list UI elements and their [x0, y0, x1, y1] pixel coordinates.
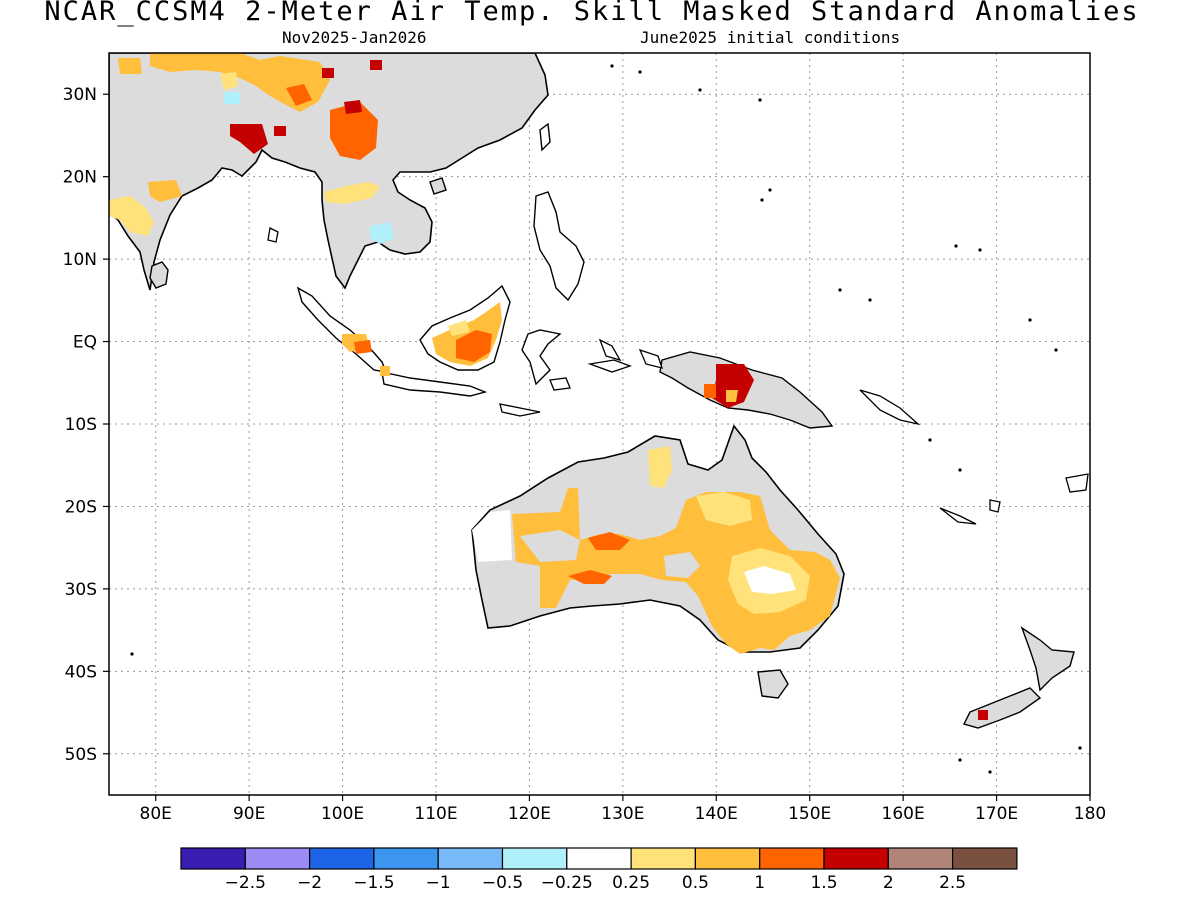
new-zealand-north: [1020, 626, 1075, 692]
lon-tick-label: 90E: [233, 804, 265, 824]
colorbar-bin: [566, 847, 632, 870]
lat-lon-gridlines: [109, 53, 1091, 795]
lon-tick-label: 180: [1074, 804, 1106, 824]
colorbar-label: 2: [883, 873, 894, 893]
colorbar-bin: [244, 847, 311, 870]
lon-tick-label: 120E: [508, 804, 551, 824]
colorbar-bin: [501, 847, 568, 870]
colorbar-label: −1.5: [353, 873, 394, 893]
axis-labels: 30N 20N 10N EQ 10S 20S 30S 40S 50S 80E 90E 100E 110E…: [63, 85, 1107, 824]
map-title: NCAR_CCSM4 2-Meter Air Temp. Skill Maske…: [44, 0, 1140, 27]
new-zealand-south: [962, 687, 1042, 729]
lat-tick-label: 30N: [63, 85, 97, 105]
lon-tick-label: 140E: [695, 804, 738, 824]
lon-tick-label: 100E: [321, 804, 364, 824]
asia-mainland: [109, 53, 549, 291]
lat-tick-label: EQ: [73, 333, 97, 353]
colorbar-label: 0.25: [612, 873, 650, 893]
hainan: [429, 177, 447, 195]
colorbar-bin: [951, 847, 1018, 870]
australia-anomalies: [472, 446, 840, 654]
colorbar-bin: [373, 847, 439, 870]
colorbar-bin: [823, 847, 889, 870]
initial-conditions: June2025 initial conditions: [640, 28, 901, 47]
colorbar-bin: [437, 847, 504, 870]
lon-tick-label: 110E: [414, 804, 457, 824]
colorbar-bin: [887, 847, 954, 870]
colorbar-bin: [180, 847, 246, 870]
lat-tick-label: 30S: [65, 580, 97, 600]
sumatra: [296, 286, 388, 373]
sri-lanka: [149, 261, 169, 289]
png-nz-anomalies: [704, 364, 988, 720]
lat-tick-label: 20S: [65, 497, 97, 517]
lat-tick-label: 20N: [63, 168, 97, 188]
tasmania: [757, 669, 789, 699]
colorbar-bin: [630, 847, 696, 870]
colorbar-label: −1: [426, 873, 451, 893]
colorbar-label: 0.5: [682, 873, 709, 893]
lon-tick-label: 150E: [788, 804, 831, 824]
java: [381, 371, 488, 397]
colorbar-label: −2.5: [225, 873, 266, 893]
lat-tick-label: 10S: [65, 415, 97, 435]
colorbar-bin: [759, 847, 825, 870]
lat-tick-label: 10N: [63, 250, 97, 270]
lat-tick-label: 50S: [65, 745, 97, 765]
colorbar-label: −0.25: [541, 873, 593, 893]
colorbar-bin: [309, 847, 375, 870]
taiwan: [539, 122, 551, 152]
small-islands: [267, 227, 1089, 525]
lon-tick-label: 130E: [601, 804, 644, 824]
sulawesi: [521, 329, 562, 386]
map-plot-area: [109, 53, 1089, 774]
colorbar-label: 2.5: [939, 873, 966, 893]
lon-tick-label: 80E: [140, 804, 172, 824]
colorbar: −2.5 −2 −1.5 −1 −0.5 −0.25 0.25 0.5 1 1.5 2 2.5: [180, 847, 1018, 893]
pacific-atolls: [130, 64, 1082, 774]
lon-tick-label: 160E: [882, 804, 925, 824]
colorbar-label: −2: [297, 873, 322, 893]
colorbar-bin: [694, 847, 761, 870]
philippines: [533, 191, 585, 302]
colorbar-label: 1.5: [810, 873, 837, 893]
lat-tick-label: 40S: [65, 662, 97, 682]
asia-anomalies: [109, 53, 502, 376]
lon-tick-label: 170E: [975, 804, 1018, 824]
colorbar-label: 1: [754, 873, 765, 893]
colorbar-label: −0.5: [482, 873, 523, 893]
valid-period: Nov2025-Jan2026: [282, 28, 427, 47]
map-frame: [108, 52, 1091, 796]
